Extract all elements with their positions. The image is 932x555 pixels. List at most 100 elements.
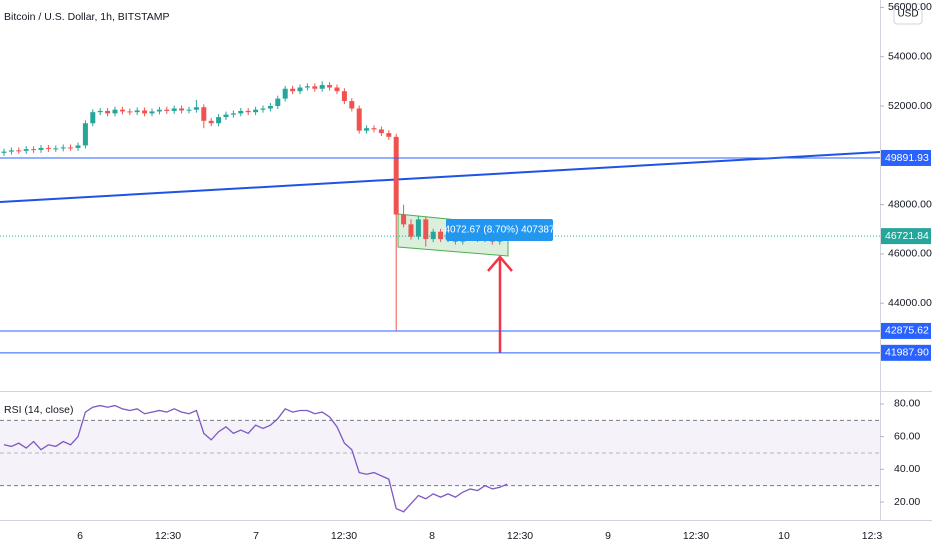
candle-body [8,150,14,152]
y-tick-label: 52000.00 [888,100,932,112]
rsi-line [3,404,508,513]
candle-body [364,128,370,131]
candle-body [186,109,192,111]
candle-body [275,98,281,107]
candle-body [201,107,207,121]
measure-label: 4072.67 (8.70%) 407387 [444,225,555,236]
candle-body [267,106,273,109]
candle-body [193,107,199,110]
x-tick-label: 9 [605,530,611,542]
candle-body [430,231,436,240]
candle-body [312,86,318,89]
candle-body [260,108,266,110]
y-tick-label: 56000.00 [888,1,932,13]
candle-body [334,87,340,92]
candle-body [408,224,414,237]
candle-body [393,136,399,215]
rsi-band [0,420,880,486]
candle-body [164,109,170,111]
candle-body [208,120,214,124]
level-tag [881,322,931,339]
x-tick-label: 12:30 [683,530,709,542]
level-label: 49891.93 [885,152,929,164]
level-label: 42875.62 [885,325,929,337]
x-tick-label: 12:3 [862,530,883,542]
candle-body [319,85,325,89]
candle-body [216,117,222,124]
rsi-tick-label: 60.00 [894,430,920,442]
arrow-head [487,255,513,272]
y-tick-label: 44000.00 [888,297,932,309]
y-tick-label: 46000.00 [888,248,932,260]
candle-body [90,112,96,124]
candle-body [171,108,177,111]
candle-body [341,91,347,102]
last-price-label: 46721.84 [885,230,929,242]
candle-body [68,147,74,149]
candle-body [297,87,303,92]
candle-body [16,150,22,152]
candle-body [230,113,236,115]
x-tick-label: 12:30 [155,530,181,542]
candle-body [245,110,251,113]
candle-body [386,133,392,137]
candle-body [105,110,111,114]
candle-body [378,129,384,134]
candle-body [238,110,244,114]
candle-body [401,214,407,225]
candle-body [253,109,259,113]
candle-body [31,149,37,151]
candle-body [423,219,429,240]
currency-label: USD [897,9,918,20]
candle-body [60,147,66,149]
candle-body [127,111,133,113]
candle-body [45,147,51,149]
candle-body [38,147,44,150]
candle-body [82,123,88,146]
candle-body [304,86,310,88]
candle-body [371,128,377,130]
candle-body [349,101,355,109]
candle-body [149,111,155,114]
level-tag [881,149,931,166]
candle-body [223,114,229,118]
candle-body [97,110,103,113]
y-tick-label: 54000.00 [888,50,932,62]
candle-body [415,219,421,237]
candle-body [23,149,29,151]
level-label: 41987.90 [885,347,929,359]
candle-body [112,109,118,114]
candle-body [179,108,185,111]
rsi-title: RSI (14, close) [4,404,73,416]
candle-body [156,109,162,112]
candle-body [356,108,362,131]
rsi-tick-label: 20.00 [894,496,920,508]
level-tag [881,344,931,361]
x-tick-label: 10 [778,530,790,542]
candle-body [119,109,125,112]
rsi-tick-label: 40.00 [894,463,920,475]
candle-body [438,231,444,240]
candle-body [290,88,296,92]
y-tick-label: 48000.00 [888,198,932,210]
x-tick-label: 8 [429,530,435,542]
candle-body [142,110,148,114]
candle-body [75,145,81,148]
rsi-tick-label: 80.00 [894,398,920,410]
x-tick-label: 12:30 [507,530,533,542]
x-tick-label: 7 [253,530,259,542]
measure-box [446,219,553,241]
chart-title: Bitcoin / U.S. Dollar, 1h, BITSTAMP [4,11,170,23]
currency-badge[interactable] [893,3,923,25]
candle-body [134,110,140,113]
candle-body [327,85,333,88]
candle-body [282,88,288,99]
candle-body [1,151,7,153]
x-tick-label: 12:30 [331,530,357,542]
trend-line [0,151,881,203]
x-tick-label: 6 [77,530,83,542]
candle-body [53,148,59,150]
last-price-tag [881,228,931,245]
